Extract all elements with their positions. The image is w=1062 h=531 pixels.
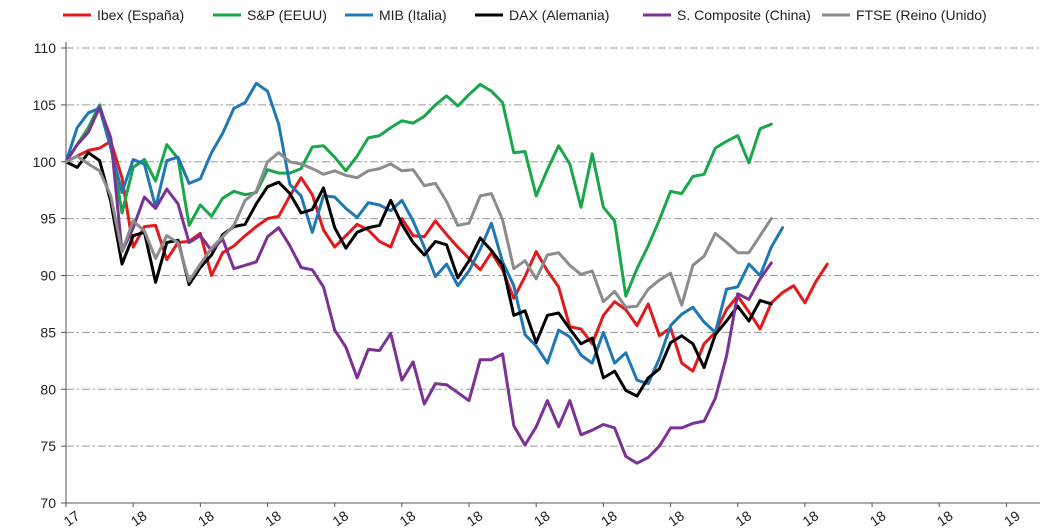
x-tick-label: 18 [531, 507, 553, 529]
legend-label-5: FTSE (Reino (Unido) [856, 7, 987, 23]
x-tick-label: 18 [665, 507, 687, 529]
legend-label-4: S. Composite (China) [677, 7, 811, 23]
y-tick-label: 105 [33, 97, 57, 113]
x-tick-label: 18 [128, 507, 150, 529]
series-line-1 [64, 82, 773, 298]
legend-label-1: S&P (EEUU) [247, 7, 327, 23]
x-tick-label: 18 [867, 507, 889, 529]
x-tick-label: 18 [799, 507, 821, 529]
x-tick-label: 18 [396, 507, 418, 529]
axes [61, 42, 1040, 507]
series-line-5 [64, 151, 773, 309]
legend-label-2: MIB (Italia) [379, 7, 447, 23]
y-tick-label: 90 [40, 268, 56, 284]
x-tick-label: 19 [1001, 507, 1023, 529]
y-tick-label: 75 [40, 438, 56, 454]
x-tick-label: 17 [61, 507, 83, 529]
legend-label-3: DAX (Alemania) [509, 7, 609, 23]
y-tick-label: 110 [34, 40, 57, 56]
gridlines [66, 47, 1040, 447]
x-tick-label: 18 [262, 507, 284, 529]
x-tick-label: 18 [329, 507, 351, 529]
legend-label-0: Ibex (España) [97, 7, 184, 23]
y-tick-label: 80 [40, 381, 56, 397]
series-lines [64, 81, 829, 465]
x-tick-label: 18 [934, 507, 956, 529]
x-tick-labels: 17 18 18 18 18 18 18 18 18 18 18 18 18 18 19 [61, 507, 1024, 529]
series-line-4 [64, 105, 773, 465]
y-tick-labels: 70 75 80 85 90 95 100 105 110 [33, 40, 57, 511]
y-tick-label: 100 [33, 154, 57, 170]
x-tick-label: 18 [464, 507, 486, 529]
legend: Ibex (España) S&P (EEUU) MIB (Italia) DAX (… [63, 7, 987, 23]
x-tick-label: 18 [598, 507, 620, 529]
series-line-2 [64, 81, 784, 386]
y-tick-label: 95 [40, 211, 56, 227]
x-tick-label: 18 [195, 507, 217, 529]
y-tick-label: 85 [40, 324, 56, 340]
x-tick-label: 18 [732, 507, 754, 529]
series-line-3 [64, 151, 773, 398]
y-tick-label: 70 [40, 495, 56, 511]
